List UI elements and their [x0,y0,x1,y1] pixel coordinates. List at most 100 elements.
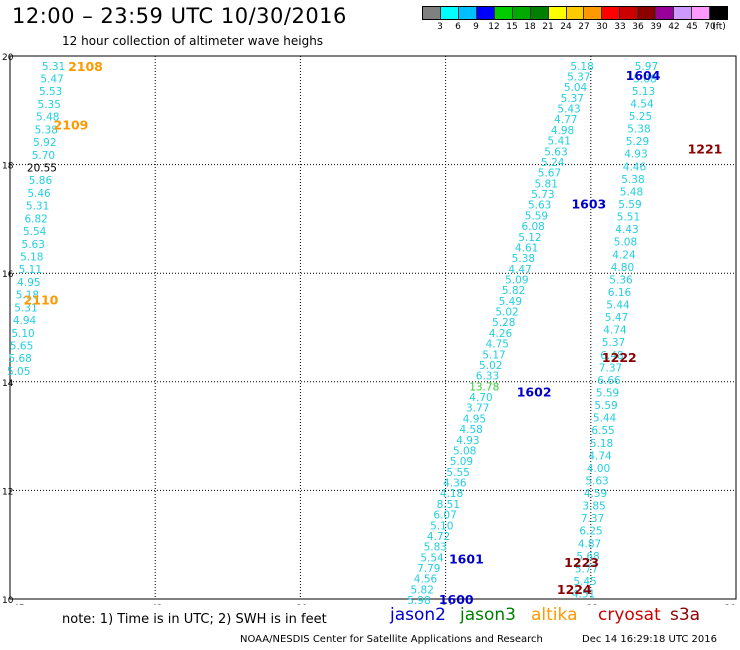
wave-height-value: 4.98 [551,125,574,137]
color-scale-label: 30 [596,22,608,32]
color-scale-label: (ft) [712,22,726,32]
wave-height-value: 4.54 [630,98,654,110]
wave-height-value: 5.36 [609,274,633,286]
wave-height-value: 5.73 [531,189,554,201]
wave-height-value: 4.75 [486,339,509,351]
wave-height-value: 5.47 [605,312,628,324]
wave-height-value: 5.68 [576,551,599,563]
wave-height-value: 5.45 [573,576,596,588]
wave-height-value: 4.93 [456,435,479,447]
wave-height-value: 5.49 [499,296,522,308]
wave-height-value: 5.92 [33,137,56,149]
wave-height-value: 5.13 [632,86,655,98]
color-scale-label: 12 [488,22,500,32]
wave-height-value: 5.08 [614,237,637,249]
wave-height-value: 5.98 [407,595,430,605]
wave-height-value: 8.51 [437,499,460,511]
lat-tick-label: 20 [2,53,14,63]
wave-height-value: 5.59 [618,199,641,211]
pass-time-label: 1603 [571,197,606,212]
lon-tick-label: -45 [10,604,25,605]
wave-height-value: 13.78 [469,381,499,393]
wave-height-value: 5.11 [19,264,42,276]
wave-height-value: 5.67 [538,168,561,180]
wave-height-value: 5.17 [482,349,505,361]
wave-height-value: 4.72 [427,531,450,543]
wave-height-value: 5.24 [541,157,565,169]
wave-height-value: 5.37 [561,93,584,105]
color-swatch [602,7,621,19]
wave-height-value: 5.77 [575,563,598,575]
pass-time-label: 1221 [688,141,723,156]
wave-height-value: 5.63 [528,200,551,212]
lon-tick-label: -39 [293,604,308,605]
wave-height-value: 4.87 [578,538,601,550]
wave-height-value: 5.70 [32,150,55,162]
lon-tick-label: -30 [721,604,736,605]
color-scale-label: 9 [473,22,479,32]
wave-height-value: 5.59 [594,400,617,412]
wave-height-value: 5.59 [525,210,548,222]
satellite-legend-jason2: jason2 [390,605,446,625]
wave-height-value: 5.02 [495,307,518,319]
wave-height-value: 5.09 [450,456,473,468]
wave-height-value: 5.68 [8,353,31,365]
color-scale-bar [422,6,728,20]
wave-height-value: 4.95 [463,413,486,425]
wave-height-value: 5.65 [10,341,33,353]
wave-height-value: 5.09 [505,274,528,286]
wave-height-value: 5.48 [36,112,59,124]
wave-height-value: 5.43 [557,104,580,116]
wave-height-value: 4.80 [611,262,634,274]
wave-height-value: 5.05 [7,366,30,378]
wave-height-value: 4.24 [612,249,636,261]
satellite-legend-cryosat: cryosat [598,605,661,625]
generated-timestamp: Dec 14 16:29:18 UTC 2016 [582,634,717,645]
satellite-legend-jason3: jason3 [460,605,516,625]
wave-height-value: 5.29 [626,136,649,148]
wave-height-value: 4.00 [587,463,610,475]
wave-height-value: 3.85 [582,501,605,513]
wave-height-value: 6.08 [521,221,544,233]
map-subtitle: 12 hour collection of altimeter wave hei… [62,34,324,48]
wave-height-value: 5.31 [14,302,37,314]
wave-height-value: 5.35 [38,99,61,111]
wave-height-value: 5.82 [502,285,525,297]
pass-time-label: 1224 [557,582,592,597]
wave-height-value: 4.43 [615,224,638,236]
wave-height-value: 4.93 [624,149,647,161]
wave-height-value: 5.38 [512,253,535,265]
color-scale-label: 21 [542,22,554,32]
color-swatch [710,7,727,19]
color-swatch [476,7,495,19]
wave-height-value: 4.58 [459,424,482,436]
satellite-legend-altika: altika [531,605,578,625]
color-scale-label: 18 [524,22,536,32]
wave-height-value: 5.37 [567,71,590,83]
wave-height-value: 6.07 [433,510,456,522]
color-swatch [512,7,531,19]
wave-height-value: 5.10 [11,328,34,340]
wave-height-value: 6.48 [600,350,623,362]
wave-height-value: 5.08 [453,445,476,457]
wave-height-value: 5.02 [479,360,502,372]
wave-height-value: 5.08 [633,73,656,85]
wave-height-value: 5.54 [420,552,444,564]
lat-tick-label: 18 [2,162,14,172]
color-swatch [692,7,710,19]
wave-height-value: 5.83 [424,542,447,554]
wave-height-value: 4.47 [508,264,531,276]
wave-height-value: 20.55 [27,162,57,174]
wave-height-value: 6.82 [24,213,47,225]
wave-height-value: 5.28 [492,317,515,329]
wave-height-value: 7.79 [417,563,440,575]
pass-time-label: 2109 [54,117,89,132]
wave-height-value: 4.59 [584,488,607,500]
wave-height-value: 4.18 [440,488,463,500]
wave-height-map: -45-42-39-36-33-302018161412105.315.475.… [2,53,737,605]
wave-height-value: 5.10 [430,520,453,532]
color-swatch [548,7,567,19]
map-title: 12:00 – 23:59 UTC 10/30/2016 [12,4,347,28]
wave-height-value: 4.46 [623,161,647,173]
color-scale-label: 42 [668,22,680,32]
